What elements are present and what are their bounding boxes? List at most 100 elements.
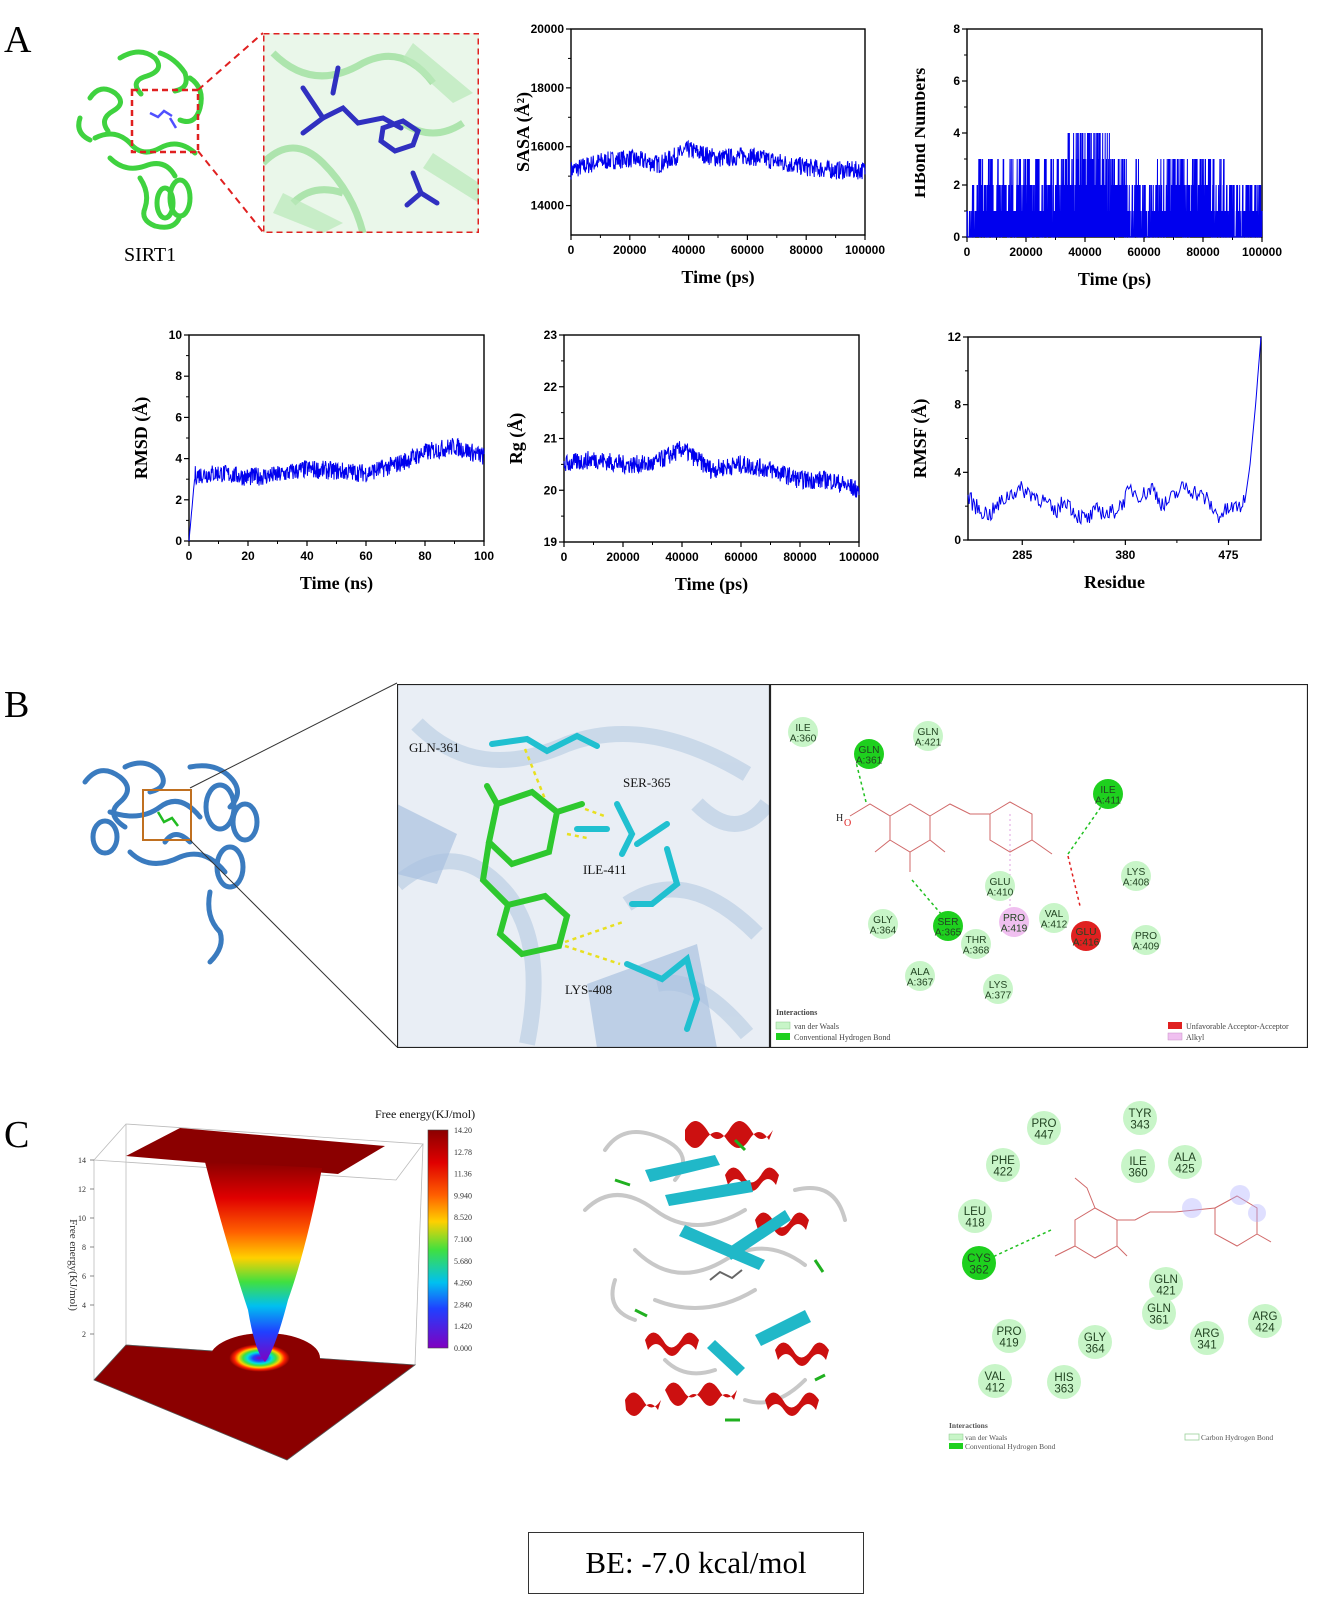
residue-node-name: GLN xyxy=(1154,1274,1178,1286)
x-tick-label: 100000 xyxy=(839,550,879,564)
x-tick-label: 80000 xyxy=(790,243,824,257)
residue-node-name: GLY xyxy=(1084,1332,1107,1344)
x-tick-label: 0 xyxy=(186,549,193,563)
x-tick-label: 475 xyxy=(1218,548,1238,562)
y-axis-label: Rg (Å) xyxy=(506,413,527,465)
y-tick-label: 4 xyxy=(953,126,960,140)
x-tick-label: 100 xyxy=(474,549,494,563)
z-tick-label: 6 xyxy=(82,1272,86,1281)
y-tick-label: 0 xyxy=(175,534,182,548)
residue-node-name: ALA xyxy=(1174,1152,1196,1164)
x-tick-label: 80000 xyxy=(1186,245,1220,259)
residue-label-ile411: ILE-411 xyxy=(583,862,627,877)
series-line xyxy=(967,336,1262,526)
colorbar-tick-label: 4.260 xyxy=(454,1279,472,1288)
legend-vdw: van der Waals xyxy=(794,1022,839,1031)
residue-node xyxy=(961,929,991,959)
residue-node xyxy=(978,1364,1012,1398)
binding-energy-text: BE: -7.0 kcal/mol xyxy=(585,1545,807,1580)
legend-swatch-chb xyxy=(1184,1433,1200,1441)
residue-node-id: A:412 xyxy=(1041,919,1068,930)
x-tick-label: 100000 xyxy=(1242,245,1282,259)
residue-node-id: A:364 xyxy=(870,925,897,936)
residue-node-name: SER xyxy=(938,917,959,928)
interaction-diagram-b: O H ILEA:360GLNA:361GLNA:421ILEA:411LYSA… xyxy=(770,684,1308,1048)
residue-node-id: A:409 xyxy=(1133,941,1160,952)
y-tick-label: 4 xyxy=(954,465,961,479)
residue-node xyxy=(1131,925,1161,955)
residue-node-id: 364 xyxy=(1085,1344,1105,1356)
x-axis-label: Time (ps) xyxy=(681,267,754,288)
residue-node-id: A:365 xyxy=(935,927,962,938)
colorbar-tick-label: 5.680 xyxy=(454,1257,472,1266)
residue-node xyxy=(1123,1101,1157,1135)
residue-node-name: VAL xyxy=(1045,909,1064,920)
residue-node-id: A:377 xyxy=(985,990,1012,1001)
residue-node-name: ILE xyxy=(795,723,810,734)
x-tick-label: 380 xyxy=(1115,548,1135,562)
zaxis-label: Free energy(KJ/mol) xyxy=(67,1219,79,1311)
x-tick-label: 80 xyxy=(418,549,432,563)
residue-node-id: 424 xyxy=(1255,1323,1275,1335)
residue-node-id: 412 xyxy=(985,1383,1004,1395)
residue-node-name: PHE xyxy=(991,1155,1015,1167)
residue-node-name: PRO xyxy=(1031,1118,1056,1130)
residue-node xyxy=(992,1319,1026,1353)
residue-node-name: GLU xyxy=(990,877,1011,888)
zoom-connector-b xyxy=(189,682,398,1048)
x-tick-label: 40 xyxy=(300,549,314,563)
residue-node-id: 447 xyxy=(1034,1130,1053,1142)
legend-unfav: Unfavorable Acceptor-Acceptor xyxy=(1186,1022,1289,1031)
legend-swatch-hbond-c xyxy=(949,1443,963,1449)
residue-node-name: ILE xyxy=(1129,1156,1147,1168)
residue-label-ser365: SER-365 xyxy=(623,775,671,790)
residue-node-id: 362 xyxy=(969,1265,988,1277)
y-tick-label: 2 xyxy=(953,178,960,192)
residue-node xyxy=(1248,1304,1282,1338)
rmsf-chart: 0 4 8 12 285 380 475 Residue RMSF (Å) xyxy=(910,330,1262,592)
y-tick-label: 6 xyxy=(175,410,182,424)
residue-node-id: 419 xyxy=(999,1338,1018,1350)
legend-vdw-c: van der Waals xyxy=(965,1433,1007,1442)
residue-node xyxy=(788,717,818,747)
x-tick-label: 60000 xyxy=(1127,245,1161,259)
residue-node-name: ARG xyxy=(1194,1328,1219,1340)
y-axis-label: SASA (Å²) xyxy=(513,92,534,172)
y-tick-label: 0 xyxy=(953,230,960,244)
plot-frame xyxy=(188,334,485,542)
legend-swatch-vdw-c xyxy=(948,1433,964,1441)
legend-swatch-vdw xyxy=(775,1021,791,1030)
sasa-chart: 14000 16000 18000 20000 0 20000 40000 60000 8000… xyxy=(513,22,885,288)
colorbar-tick-label: 0.000 xyxy=(454,1344,472,1353)
residue-node xyxy=(1039,903,1069,933)
zoom-connector xyxy=(197,32,264,233)
residue-node-id: 418 xyxy=(965,1218,984,1230)
y-tick-label: 4 xyxy=(175,452,182,466)
residue-node-id: A:419 xyxy=(1001,923,1028,934)
y-tick-label: 14000 xyxy=(531,199,565,213)
residue-node xyxy=(1168,1145,1202,1179)
binding-energy-box: BE: -7.0 kcal/mol xyxy=(528,1532,864,1594)
z-tick-label: 8 xyxy=(82,1243,86,1252)
x-tick-label: 20000 xyxy=(606,550,640,564)
z-tick-label: 12 xyxy=(78,1185,86,1194)
residue-node-id: 425 xyxy=(1175,1164,1194,1176)
plot-frame xyxy=(563,334,860,543)
residue-node-id: 421 xyxy=(1156,1286,1175,1298)
y-tick-label: 2 xyxy=(175,493,182,507)
residue-node-name: GLN xyxy=(1147,1303,1171,1315)
residue-node-id: 422 xyxy=(993,1167,1012,1179)
y-tick-label: 20 xyxy=(544,483,558,497)
z-tick-label: 14 xyxy=(78,1156,86,1165)
residue-node-id: 361 xyxy=(1149,1315,1168,1327)
residue-node-name: GLN xyxy=(918,727,939,738)
x-tick-label: 60000 xyxy=(724,550,758,564)
residue-node xyxy=(905,961,935,991)
x-tick-label: 285 xyxy=(1012,548,1032,562)
free-energy-landscape: 14 12 10 8 6 4 2 Free energy(KJ/mol) Free ener… xyxy=(67,1107,475,1461)
x-axis-label: Time (ns) xyxy=(300,573,373,594)
residue-node-id: A:408 xyxy=(1123,877,1150,888)
residue-node xyxy=(1093,779,1123,809)
sirt1-protein-image xyxy=(76,49,204,230)
